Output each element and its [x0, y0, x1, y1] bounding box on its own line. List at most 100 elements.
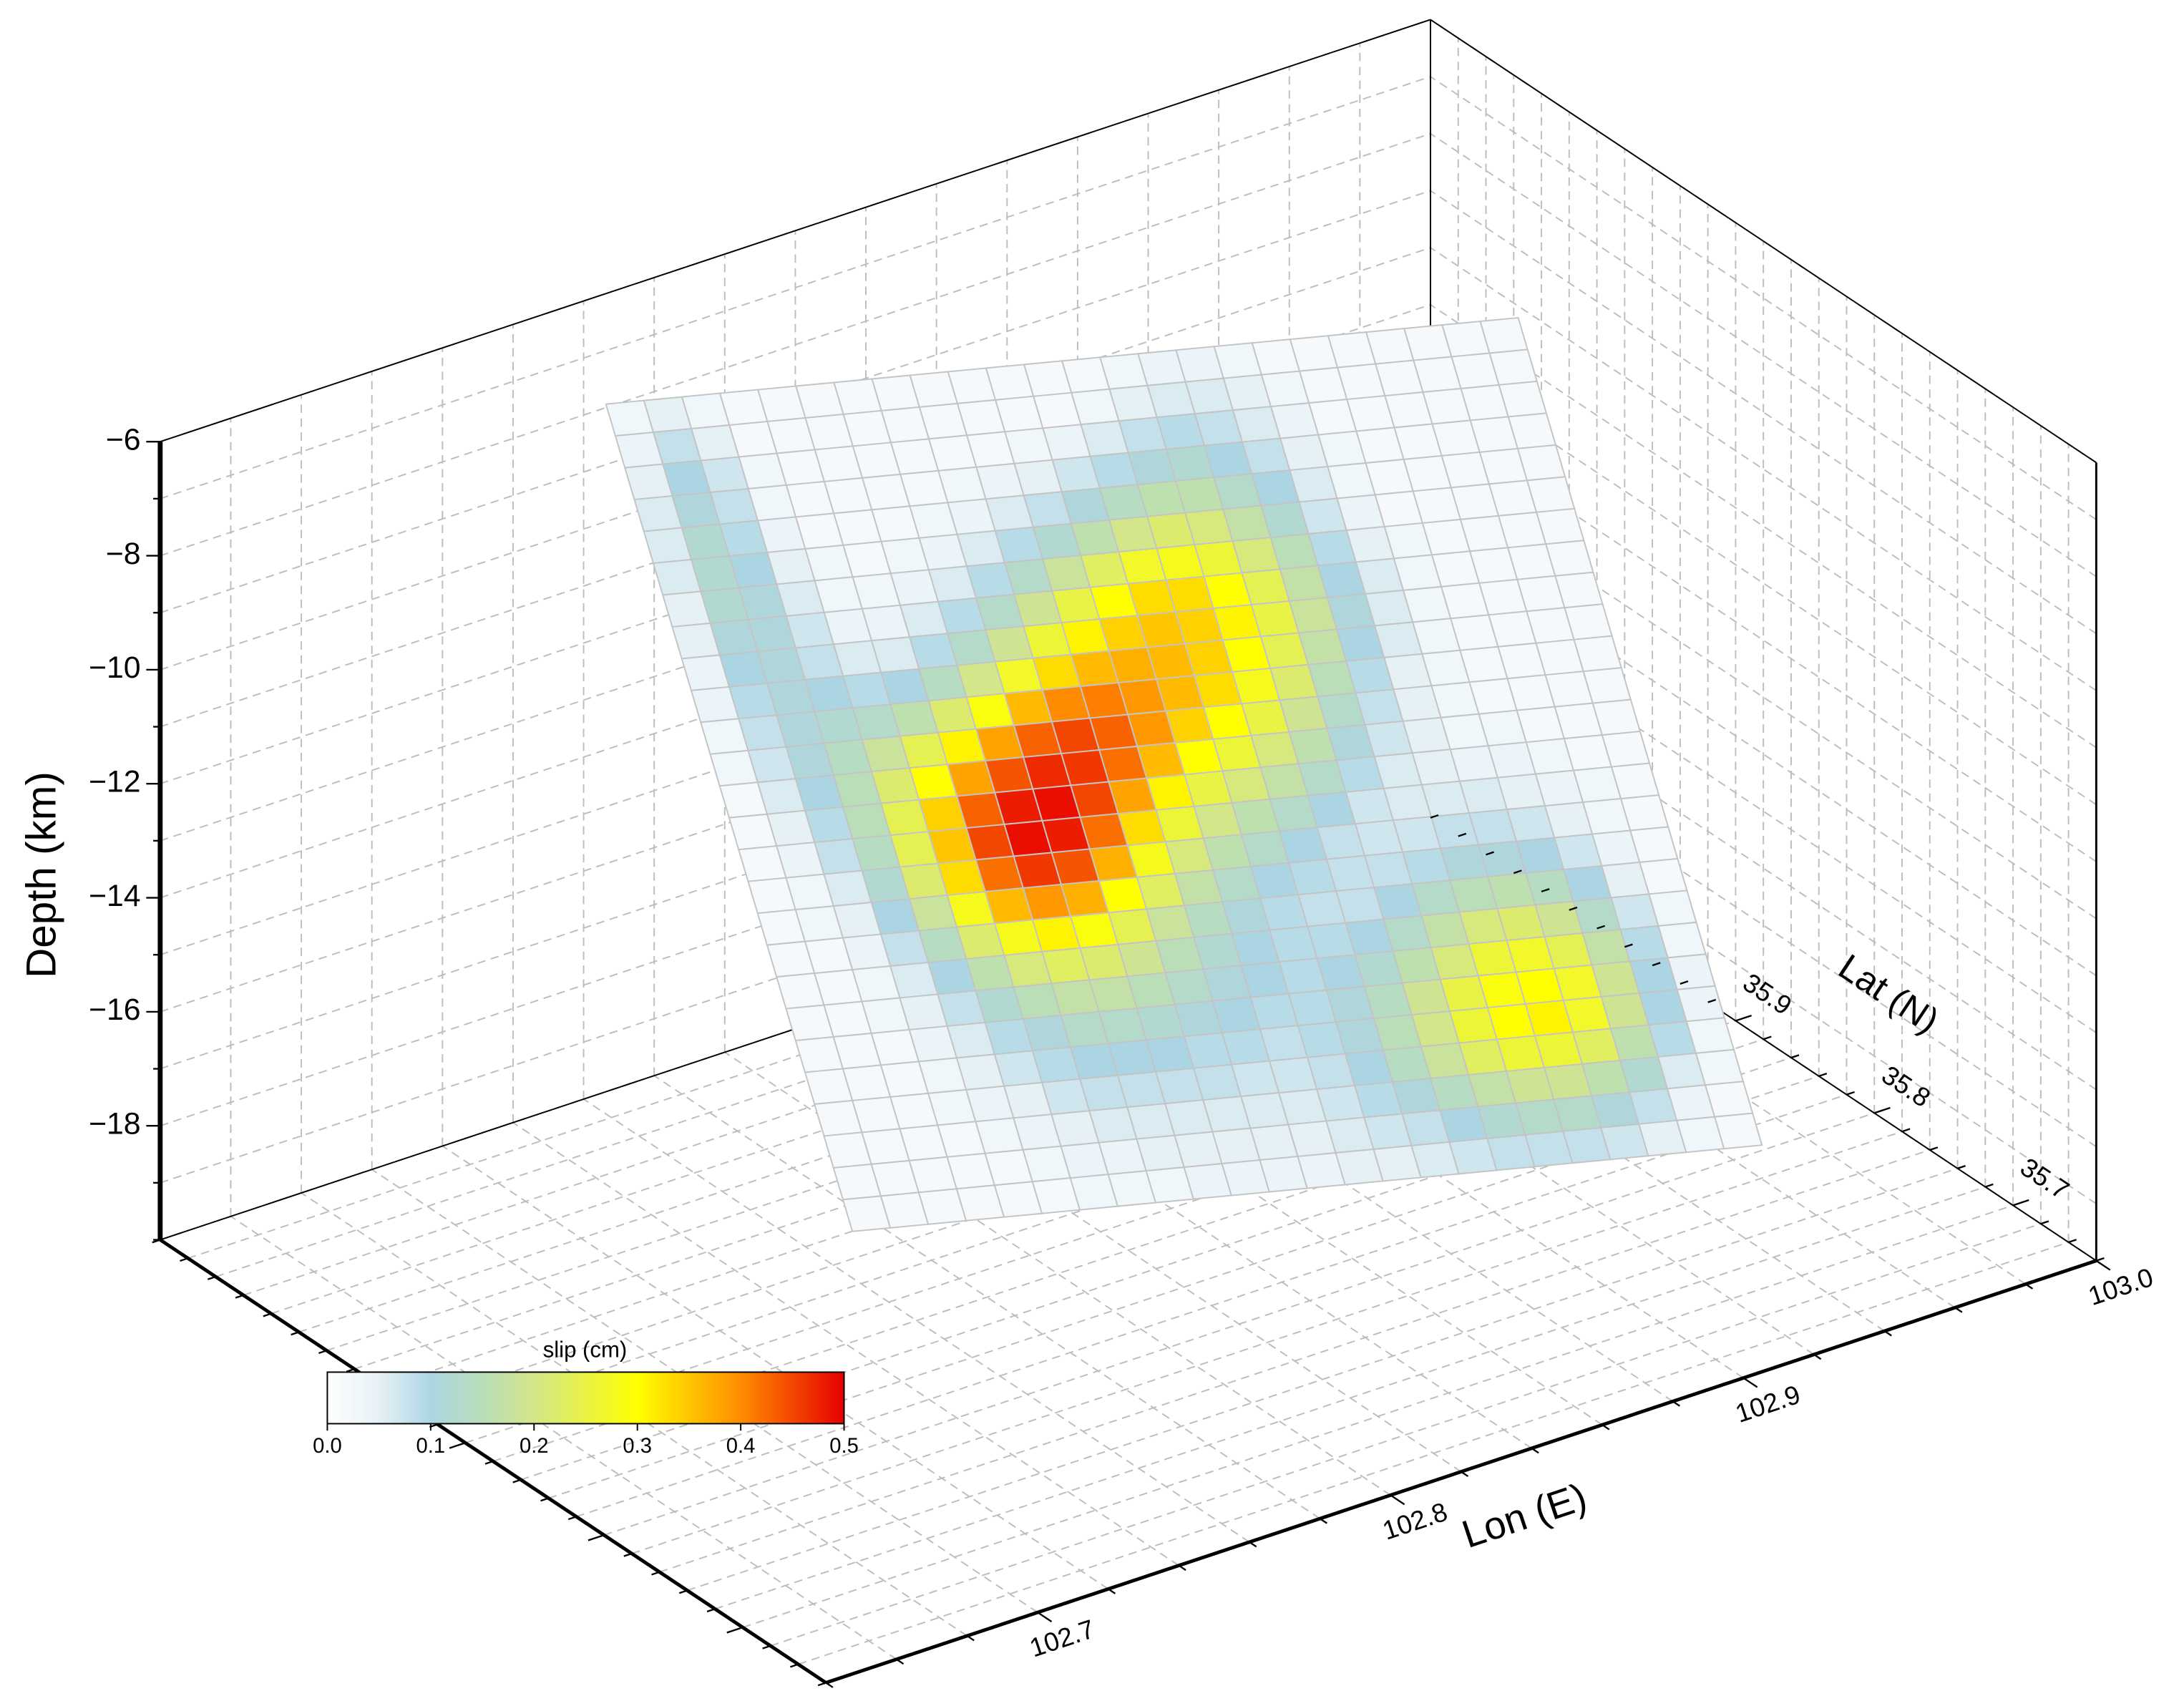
grid-line	[1430, 760, 2097, 1204]
slip-cell	[1544, 540, 1594, 577]
z-tick-label: −8	[106, 537, 141, 571]
y-tick-label: 35.8	[1876, 1060, 1936, 1113]
tick-mark	[1763, 1035, 1772, 1040]
tick-mark	[1178, 1564, 1186, 1571]
slip-cell	[1601, 731, 1651, 768]
slip-cell	[1554, 571, 1604, 609]
tick-mark	[1901, 1128, 1911, 1133]
tick-mark	[817, 1682, 827, 1687]
tick-mark	[1984, 1183, 1994, 1188]
tick-mark	[651, 1571, 660, 1576]
colorbar-tick-label: 0.4	[726, 1435, 756, 1458]
tick-mark	[1873, 1106, 1891, 1114]
grid-line	[631, 1131, 1903, 1554]
tick-mark	[623, 1552, 633, 1557]
tick-mark	[1680, 980, 1689, 985]
tick-mark	[1461, 1471, 1469, 1478]
tick-mark	[1037, 1612, 1053, 1623]
tick-mark	[263, 1312, 272, 1317]
tick-mark	[1569, 906, 1578, 911]
slip-cell	[1610, 762, 1660, 800]
colorbar-tick-label: 0.5	[829, 1435, 859, 1458]
tick-mark	[235, 1294, 244, 1299]
tick-mark	[1108, 1588, 1116, 1594]
y-tick-label: 35.9	[1737, 968, 1797, 1020]
grid-line	[936, 981, 1603, 1425]
grid-line	[576, 1093, 1847, 1518]
axis-line	[160, 19, 1431, 443]
tick-mark	[1790, 1054, 1800, 1059]
colorbar: 0.0 0.1 0.2 0.3 0.4 0.5	[313, 1371, 859, 1458]
slip-cell	[1516, 444, 1566, 482]
slip-cell	[1713, 1112, 1763, 1150]
grid-line	[1430, 76, 2097, 520]
grid-line	[603, 1112, 1875, 1536]
tick-mark	[678, 1589, 688, 1594]
tick-mark	[1486, 851, 1494, 856]
grid-line	[742, 1204, 2014, 1629]
slip-cell	[1657, 921, 1707, 959]
grid-line	[1430, 703, 2097, 1148]
tick-mark	[318, 1350, 327, 1355]
tick-mark	[762, 1644, 771, 1649]
x-tick-label: 102.7	[1026, 1614, 1098, 1662]
slip-cell	[1619, 794, 1669, 832]
colorbar-title: slip (cm)	[543, 1337, 628, 1362]
slip-cell	[1639, 857, 1688, 895]
grid-line	[1430, 361, 2097, 806]
colorbar-scale	[326, 1371, 845, 1425]
slip-cell	[1629, 826, 1679, 864]
tick-mark	[1458, 832, 1467, 837]
tick-mark	[966, 1634, 975, 1642]
y-tick-label: 35.7	[2015, 1152, 2075, 1205]
grid-line	[1359, 840, 2027, 1285]
grid-line	[798, 1242, 2069, 1665]
grid-line	[160, 132, 1431, 557]
x-tick-label: 102.9	[1732, 1380, 1804, 1428]
grid-line	[301, 1192, 968, 1637]
x-tick-label: 102.8	[1379, 1497, 1451, 1546]
grid-line	[1430, 132, 2097, 577]
tick-mark	[1954, 1307, 1963, 1313]
tick-mark	[1319, 1518, 1327, 1524]
z-tick-label: −12	[89, 765, 141, 799]
slip-cell	[1573, 635, 1622, 673]
axis-line	[1430, 19, 2097, 464]
grid-line	[1430, 532, 2097, 977]
tick-mark	[1652, 962, 1661, 967]
tick-mark	[2040, 1220, 2049, 1225]
slip-cell	[1535, 507, 1585, 545]
tick-mark	[1813, 1353, 1822, 1360]
grid-line	[1430, 589, 2097, 1033]
tick-mark	[1883, 1330, 1892, 1337]
tick-mark	[1541, 888, 1550, 893]
tick-mark	[2096, 1257, 2105, 1262]
slip-cell	[1488, 349, 1539, 386]
grid-line	[160, 76, 1431, 499]
colorbar-tick-label: 0.1	[416, 1435, 446, 1458]
grid-line	[1430, 247, 2097, 691]
slip-cell	[1685, 1017, 1735, 1054]
tick-mark	[1249, 1541, 1257, 1548]
colorbar-tick-label: 0.2	[520, 1435, 549, 1458]
tick-mark	[2012, 1199, 2029, 1207]
fault-plane	[605, 316, 1763, 1232]
tick-mark	[1624, 943, 1633, 948]
grid-line	[770, 1223, 2042, 1647]
slip-cell	[1704, 1081, 1754, 1118]
tick-mark	[540, 1497, 549, 1502]
axis-line	[159, 1238, 827, 1685]
tick-mark	[706, 1608, 716, 1613]
tick-mark	[1602, 1424, 1610, 1431]
x-tick-label: 103.0	[2085, 1262, 2157, 1311]
tick-mark	[2068, 1239, 2077, 1244]
tick-mark	[1846, 1091, 1855, 1096]
tick-mark	[1430, 814, 1439, 819]
slip-cell	[1695, 1048, 1745, 1086]
slip-cell	[1648, 890, 1697, 927]
tick-mark	[567, 1516, 577, 1521]
tick-mark	[291, 1331, 300, 1336]
z-tick-label: −16	[89, 993, 141, 1027]
z-tick-label: −6	[106, 423, 141, 457]
